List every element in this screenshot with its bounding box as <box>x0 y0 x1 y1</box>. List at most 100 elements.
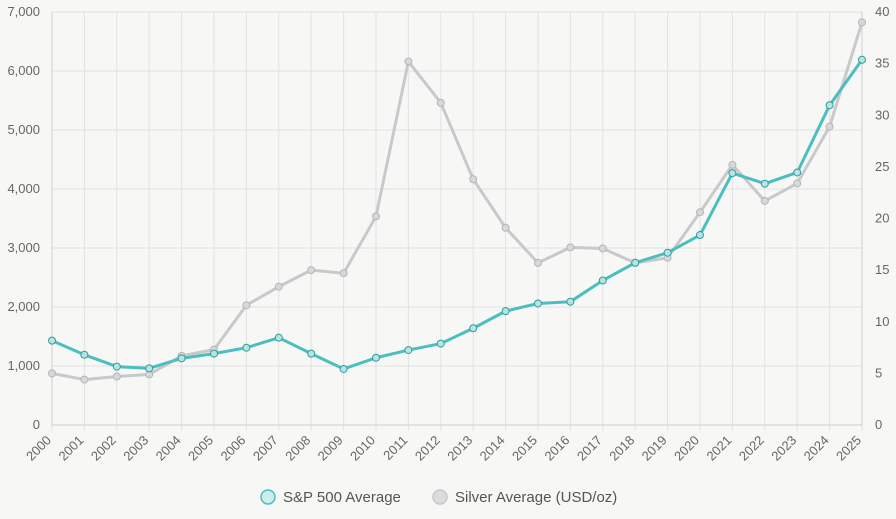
x-tick-label: 2005 <box>185 433 216 464</box>
data-point <box>598 244 607 253</box>
y-left-tick-label: 2,000 <box>7 299 40 314</box>
legend[interactable]: S&P 500 Average Silver Average (USD/oz) <box>260 489 617 506</box>
y-left-tick-label: 1,000 <box>7 358 40 373</box>
data-point <box>372 353 380 362</box>
data-point <box>825 101 834 110</box>
data-point <box>663 248 672 257</box>
x-tick-label: 2020 <box>671 433 702 464</box>
data-point <box>80 375 89 384</box>
series-line <box>50 58 864 371</box>
data-point <box>145 364 154 373</box>
axes: 0 1,000 2,000 3,000 4,000 5,000 6,000 7,000 0 5 10… <box>7 4 889 464</box>
x-tick-label: 2006 <box>217 433 248 464</box>
y-right-tick-label: 25 <box>875 159 889 174</box>
x-tick-label: 2010 <box>347 433 378 464</box>
y-right-tick-label: 20 <box>875 211 889 226</box>
x-tick-label: 2009 <box>315 433 346 464</box>
y-left-tick-label: 7,000 <box>7 4 40 19</box>
data-point <box>242 301 251 310</box>
series-line <box>50 20 864 382</box>
data-point <box>793 168 802 177</box>
y-right-tick-label: 15 <box>875 262 889 277</box>
x-tick-label: 2002 <box>88 433 119 464</box>
x-tick-label: 2013 <box>444 433 475 464</box>
x-tick-label: 2022 <box>736 433 767 464</box>
x-tick-label: 2018 <box>606 433 637 464</box>
data-point <box>307 349 316 358</box>
data-point <box>728 169 737 178</box>
y-right-tick-label: 30 <box>875 107 889 122</box>
data-point <box>274 282 283 291</box>
y-left-tick-label: 4,000 <box>7 181 40 196</box>
data-point <box>858 55 866 64</box>
x-tick-label: 2017 <box>574 433 605 464</box>
data-point <box>210 349 218 358</box>
y-right-tick-label: 5 <box>875 365 882 380</box>
x-tick-label: 2007 <box>250 433 281 464</box>
x-tick-label: 2025 <box>833 433 864 464</box>
data-point <box>793 179 802 188</box>
data-point <box>534 258 542 267</box>
data-point <box>566 243 575 252</box>
data-point <box>501 223 510 232</box>
x-tick-label: 2021 <box>703 433 734 464</box>
data-point <box>566 297 575 306</box>
y-left-tick-label: 6,000 <box>7 63 40 78</box>
data-point <box>404 346 413 355</box>
x-tick-label: 2008 <box>282 433 313 464</box>
data-point <box>631 258 640 267</box>
y-right-tick-label: 10 <box>875 314 889 329</box>
series-group <box>48 18 866 384</box>
data-point <box>760 196 769 205</box>
legend-swatch <box>432 489 448 505</box>
data-point <box>177 354 186 363</box>
y-right-tick-label: 40 <box>875 4 889 19</box>
data-point <box>274 333 283 342</box>
data-point <box>825 122 834 131</box>
data-point <box>728 160 737 169</box>
data-point <box>760 179 769 188</box>
x-tick-label: 2004 <box>153 433 184 464</box>
data-point <box>339 269 348 278</box>
series-silver <box>48 18 866 384</box>
grid-lines <box>51 11 863 431</box>
series-sp500 <box>48 55 866 373</box>
data-point <box>534 299 542 308</box>
data-point <box>242 343 251 352</box>
data-point <box>858 18 866 27</box>
legend-item[interactable]: S&P 500 Average <box>260 489 401 506</box>
data-point <box>469 175 478 184</box>
x-tick-label: 2011 <box>380 433 410 463</box>
x-tick-label: 2023 <box>768 433 799 464</box>
data-point <box>48 336 56 345</box>
x-tick-label: 2003 <box>120 433 151 464</box>
data-point <box>469 324 478 333</box>
legend-label: S&P 500 Average <box>283 489 401 506</box>
x-tick-label: 2015 <box>509 433 540 464</box>
data-point <box>598 276 607 285</box>
data-point <box>436 98 445 107</box>
data-point <box>436 339 445 348</box>
y-left-tick-label: 5,000 <box>7 122 40 137</box>
data-point <box>80 350 89 359</box>
x-tick-label: 2016 <box>541 433 572 464</box>
data-point <box>696 231 704 240</box>
data-point <box>501 307 510 316</box>
x-tick-label: 2014 <box>477 433 508 464</box>
x-tick-label: 2000 <box>23 433 54 464</box>
data-point <box>112 372 121 381</box>
y-right-tick-label: 35 <box>875 56 889 71</box>
data-point <box>372 212 380 221</box>
x-tick-label: 2024 <box>801 433 832 464</box>
y-left-tick-label: 0 <box>33 417 40 432</box>
y-right-tick-label: 0 <box>875 417 882 432</box>
data-point <box>112 362 121 371</box>
x-tick-label: 2001 <box>55 433 86 464</box>
x-tick-label: 2012 <box>412 433 443 464</box>
legend-swatch <box>260 489 276 505</box>
data-point <box>696 208 704 217</box>
legend-item[interactable]: Silver Average (USD/oz) <box>432 489 617 506</box>
data-point <box>339 364 348 373</box>
legend-label: Silver Average (USD/oz) <box>455 489 617 506</box>
